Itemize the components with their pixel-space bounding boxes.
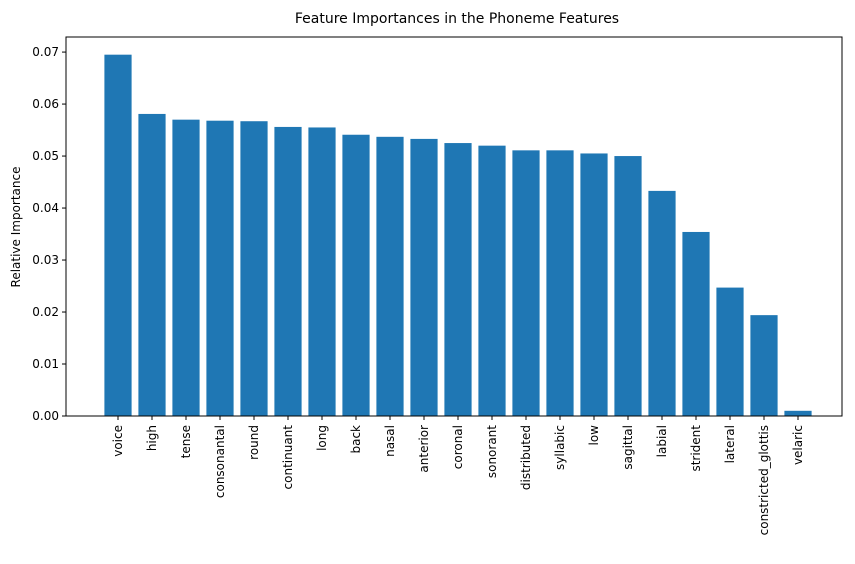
bar-continuant [274,126,302,416]
bar-voice [104,54,132,417]
y-tick-label: 0.01 [32,357,59,371]
y-tick-label: 0.05 [32,149,59,163]
bar-tense [172,119,200,416]
x-tick-label: sonorant [485,425,499,478]
y-tick-label: 0.04 [32,201,59,215]
x-tick-label: constricted_glottis [757,425,771,535]
plot-frame [65,36,843,417]
x-tick-label: round [247,425,261,460]
bar-coronal [444,143,472,416]
x-tick-label: coronal [451,425,465,469]
y-tick-label: 0.02 [32,305,59,319]
x-tick-label: long [315,425,329,451]
x-tick-label: lateral [723,425,737,463]
bar-strident [682,231,710,416]
y-tick-label: 0.07 [32,45,59,59]
y-tick-label: 0.00 [32,409,59,423]
bar-sonorant [478,145,506,416]
x-tick-label: anterior [417,425,431,473]
bar-long [308,127,336,417]
bar-syllabic [546,150,574,416]
x-tick-label: nasal [383,425,397,457]
x-tick-label: voice [111,425,125,457]
bar-lateral [716,287,744,416]
x-tick-label: tense [179,425,193,458]
bar-constricted-glottis [750,315,778,416]
x-tick-label: distributed [519,425,533,490]
x-tick-label: labial [655,425,669,457]
bar-high [138,113,166,416]
bar-nasal [376,136,404,416]
x-tick-label: high [145,425,159,451]
bar-labial [648,190,676,416]
x-tick-label: strident [689,425,703,472]
x-tick-label: consonantal [213,425,227,498]
y-axis-label: Relative Importance [9,167,23,288]
bar-low [580,153,608,416]
x-tick-label: syllabic [553,425,567,470]
chart-title: Feature Importances in the Phoneme Featu… [295,11,619,27]
x-tick-label: low [587,425,601,446]
x-tick-label: continuant [281,425,295,490]
y-axis-ticks: 0.00 0.01 0.02 0.03 0.04 0.05 0.06 0.07 [32,45,66,423]
bar-anterior [410,138,438,416]
x-axis-ticks: voice high tense consonantal round continuant… [111,416,805,535]
bar-round [240,121,268,416]
bar-distributed [512,150,540,416]
bars-group [104,54,812,417]
bar-velaric [784,410,812,416]
bar-back [342,134,370,417]
x-tick-label: velaric [791,425,805,465]
x-tick-label: back [349,425,363,454]
bar-consonantal [206,120,234,416]
y-tick-label: 0.03 [32,253,59,267]
x-tick-label: sagittal [621,425,635,470]
bar-sagittal [614,156,642,417]
y-tick-label: 0.06 [32,97,59,111]
